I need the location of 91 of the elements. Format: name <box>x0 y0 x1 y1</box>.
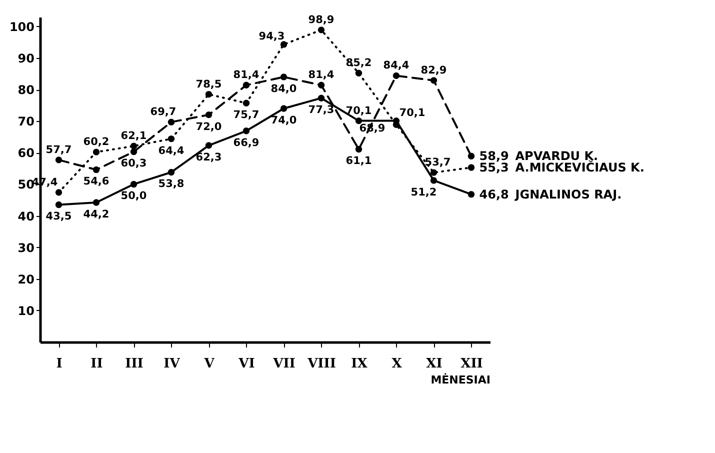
y-tick-label: 90 <box>18 52 34 66</box>
data-label: 53,7 <box>424 156 451 169</box>
data-label: 62,1 <box>120 130 147 142</box>
y-tick-label: 70 <box>18 114 34 129</box>
point <box>355 146 362 153</box>
data-label: 51,2 <box>410 186 437 198</box>
data-label: 46,8 <box>479 187 509 202</box>
point <box>430 177 438 184</box>
y-tick-label: 60 <box>18 146 34 160</box>
data-label: 81,4 <box>308 69 334 82</box>
point <box>468 190 475 198</box>
data-label: 66,9 <box>233 136 260 149</box>
y-tick-label: 50 <box>18 178 34 192</box>
x-tick-label: X <box>392 356 403 372</box>
point <box>55 156 62 164</box>
point <box>205 142 212 149</box>
point <box>92 199 100 206</box>
point <box>318 94 325 102</box>
data-label: 53,8 <box>158 178 184 190</box>
point <box>355 70 362 77</box>
y-tick-label: 80 <box>18 83 34 98</box>
point <box>318 82 325 89</box>
x-tick-label: XI <box>426 356 442 372</box>
point <box>55 189 62 196</box>
data-label: 69,7 <box>150 106 176 118</box>
point <box>392 72 400 80</box>
y-tick-label: 10 <box>18 304 34 318</box>
data-label: 62,3 <box>196 151 222 164</box>
data-label: 70,1 <box>346 104 372 117</box>
y-tick-label: 30 <box>18 240 34 255</box>
x-tick-label: I <box>56 356 62 372</box>
data-label: 58,9 <box>479 149 509 164</box>
y-tick-label: 40 <box>18 209 34 224</box>
data-label: 84,0 <box>270 82 297 95</box>
x-tick-label: IV <box>164 356 181 372</box>
data-label: 60,2 <box>83 136 110 148</box>
point <box>130 180 138 188</box>
data-label: 55,3 <box>479 160 509 175</box>
data-label: 50,0 <box>120 190 147 202</box>
point <box>92 148 100 156</box>
data-label: 43,5 <box>46 210 72 223</box>
data-label: 54,6 <box>83 176 110 188</box>
data-label: 57,7 <box>46 144 72 156</box>
data-label: 81,4 <box>233 69 260 82</box>
data-label: 64,4 <box>158 144 184 157</box>
point <box>318 26 325 34</box>
x-tick-label: XII <box>460 356 483 372</box>
point <box>280 41 288 48</box>
point <box>430 169 438 176</box>
point <box>168 135 175 142</box>
data-label: 74,0 <box>270 114 297 127</box>
x-tick-label: VI <box>238 356 255 372</box>
point <box>468 164 475 171</box>
point <box>205 111 212 118</box>
y-tick-label: 20 <box>18 272 34 286</box>
point <box>430 77 438 84</box>
point <box>280 105 288 112</box>
point <box>205 90 212 98</box>
point <box>355 117 362 124</box>
x-tick-label: III <box>125 356 144 372</box>
text: JGNALINOS RAJ. <box>514 187 622 202</box>
point <box>468 152 475 160</box>
data-label: 61,1 <box>346 155 372 168</box>
data-label: 94,3 <box>258 30 285 42</box>
x-tick-label: VIII <box>306 356 336 372</box>
point <box>242 128 250 134</box>
point <box>55 201 62 208</box>
x-axis-title: MĖNESIAI <box>430 372 490 386</box>
point <box>242 100 250 106</box>
data-label: 60,3 <box>120 158 147 170</box>
point <box>130 148 138 156</box>
data-label: 98,9 <box>308 14 334 26</box>
x-tick-label: VII <box>272 356 296 372</box>
data-label: 77,3 <box>308 104 334 116</box>
data-label: 78,5 <box>196 78 222 90</box>
point <box>168 118 175 126</box>
x-tick-label: IX <box>351 356 368 372</box>
point <box>130 142 138 150</box>
data-label: 72,0 <box>196 120 222 133</box>
data-label: 75,7 <box>233 109 260 122</box>
point <box>92 166 100 174</box>
data-label: 44,2 <box>83 208 110 221</box>
data-label: 82,9 <box>420 64 447 76</box>
data-label: 84,4 <box>383 60 410 72</box>
point <box>280 74 288 80</box>
y-tick-label: 100 <box>9 20 34 34</box>
x-tick-label: V <box>203 356 216 372</box>
point <box>242 82 250 89</box>
x-tick-label: II <box>90 356 103 372</box>
point <box>168 168 175 176</box>
data-label: 70,1 <box>399 106 426 119</box>
